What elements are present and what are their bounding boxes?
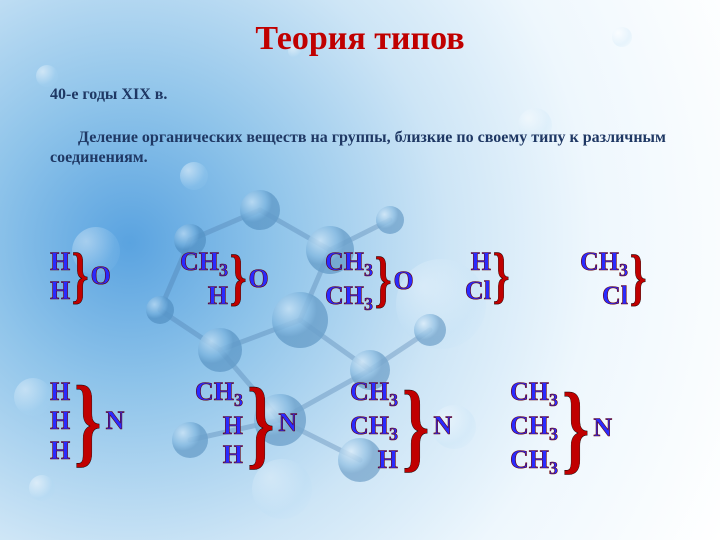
chemical-element: CH3 xyxy=(580,248,628,280)
chemical-element: CH3 xyxy=(325,248,373,280)
chemical-element: Cl xyxy=(602,282,628,309)
brace-icon: } xyxy=(402,391,430,461)
formula-group: HH}O xyxy=(50,248,111,305)
chemical-element: H xyxy=(50,407,70,434)
formula-group: HHH}N xyxy=(50,378,124,464)
type-symbol: O xyxy=(91,261,111,291)
formula-group: CH3CH3}O xyxy=(325,248,414,314)
chemical-element: CH3 xyxy=(510,412,558,444)
type-symbol: O xyxy=(393,266,413,296)
brace-icon: } xyxy=(74,386,102,456)
formula-group: CH3H}O xyxy=(180,248,269,309)
type-symbol: N xyxy=(278,408,297,438)
chemical-element: CH3 xyxy=(350,378,398,410)
chemical-element: H xyxy=(50,277,70,304)
chemical-element: H xyxy=(50,437,70,464)
chemical-element: H xyxy=(208,282,228,309)
chemical-element: H xyxy=(378,446,398,473)
type-symbol: O xyxy=(248,264,268,294)
brace-icon: } xyxy=(375,259,392,302)
slide-subtitle: 40-е годы XIX в. xyxy=(50,86,720,104)
chemical-element: H xyxy=(471,248,491,275)
type-symbol: N xyxy=(106,406,125,436)
chemical-element: H xyxy=(50,378,70,405)
formula-group: CH3HH}N xyxy=(195,378,297,469)
brace-icon: } xyxy=(72,255,89,298)
formula-group: CH3Cl} xyxy=(580,248,646,309)
brace-icon: } xyxy=(247,388,275,458)
chemical-element: H xyxy=(223,412,243,439)
formula-group: HCl} xyxy=(465,248,509,305)
chemical-element: CH3 xyxy=(180,248,228,280)
brace-icon: } xyxy=(493,255,510,298)
formula-group: CH3CH3CH3}N xyxy=(510,378,612,478)
brace-icon: } xyxy=(562,393,590,463)
slide-paragraph: Деление органических веществ на группы, … xyxy=(50,128,670,168)
chemical-element: CH3 xyxy=(510,378,558,410)
chemical-element: CH3 xyxy=(325,282,373,314)
type-symbol: N xyxy=(433,411,452,441)
formula-group: CH3CH3H}N xyxy=(350,378,452,473)
chemical-element: H xyxy=(50,248,70,275)
type-symbol: N xyxy=(593,413,612,443)
chemical-element: CH3 xyxy=(195,378,243,410)
slide-title: Теория типов xyxy=(0,0,720,58)
brace-icon: } xyxy=(230,257,247,300)
brace-icon: } xyxy=(630,257,647,300)
chemical-element: H xyxy=(223,441,243,468)
chemical-element: Cl xyxy=(465,277,491,304)
chemical-element: CH3 xyxy=(510,446,558,478)
chemical-element: CH3 xyxy=(350,412,398,444)
